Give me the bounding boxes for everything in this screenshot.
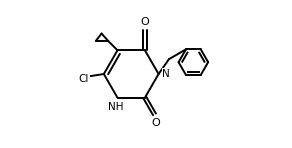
Text: NH: NH <box>108 102 124 112</box>
Text: O: O <box>152 118 160 128</box>
Text: Cl: Cl <box>79 74 89 85</box>
Text: O: O <box>140 17 149 27</box>
Text: N: N <box>162 69 170 79</box>
